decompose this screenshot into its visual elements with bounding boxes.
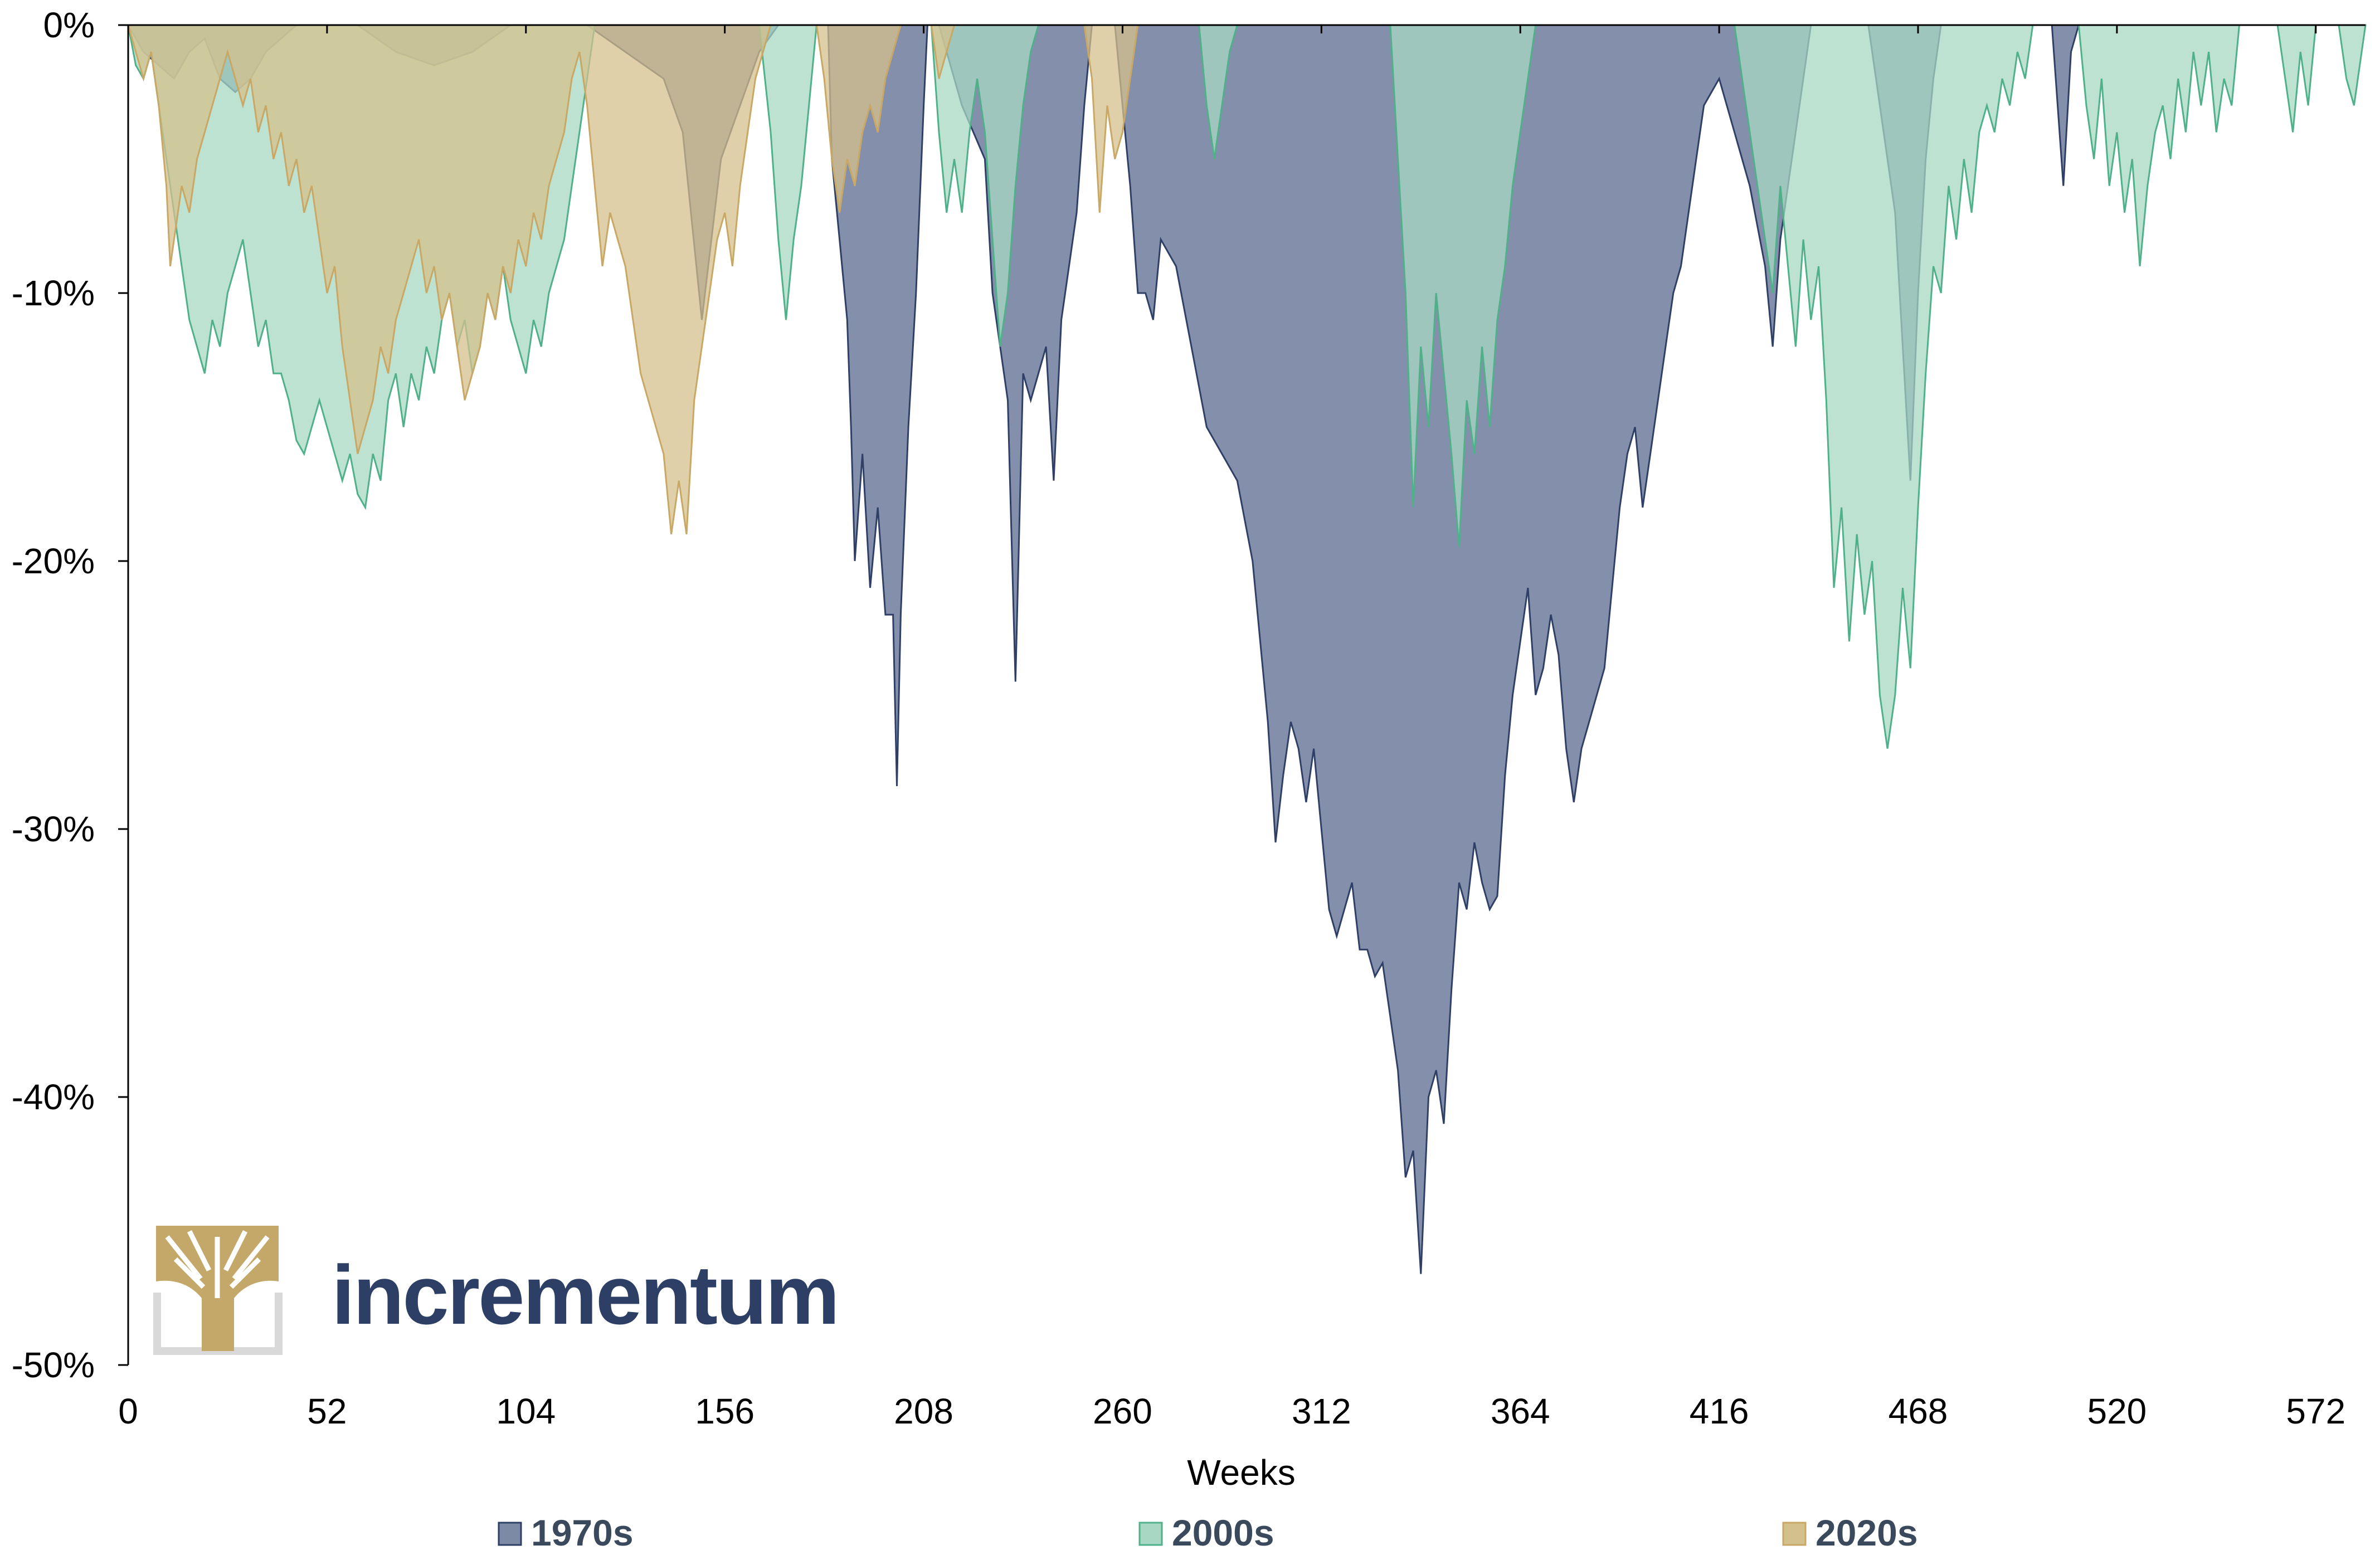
legend: 1970s 2000s 2020s [498,1512,1918,1553]
legend-label: 2000s [1172,1512,1274,1553]
x-tick-label: 312 [1292,1391,1351,1431]
x-tick-label: 364 [1491,1391,1550,1431]
y-tick-label: -40% [12,1077,95,1117]
series-layer [126,24,2367,1274]
x-axis-title: Weeks [1187,1452,1295,1493]
x-axis-ticks: 0 52 104 156 208 260 312 364 416 468 520 572 [118,25,2345,1431]
series-area-2020s [127,24,2366,535]
incrementum-logo: incrementum [153,1226,840,1355]
x-tick-label: 520 [2087,1391,2147,1431]
x-tick-label: 52 [307,1391,347,1431]
y-tick-label: -10% [12,273,95,313]
legend-item-1970s: 1970s [498,1512,634,1553]
y-tick-label: 0% [43,5,95,45]
legend-item-2020s: 2020s [1782,1512,1918,1553]
y-tick-label: -50% [12,1345,95,1385]
x-tick-label: 156 [695,1391,755,1431]
axes [127,24,2366,1365]
legend-swatch [498,1522,522,1546]
x-tick-label: 0 [118,1391,138,1431]
x-tick-label: 468 [1889,1391,1948,1431]
x-tick-label: 572 [2286,1391,2345,1431]
legend-item-2000s: 2000s [1138,1512,1274,1553]
y-tick-label: -30% [12,809,95,849]
x-tick-label: 260 [1093,1391,1152,1431]
legend-label: 1970s [531,1512,634,1553]
x-tick-label: 104 [496,1391,556,1431]
tree-icon [153,1226,283,1355]
legend-swatch [1782,1522,1807,1546]
legend-swatch [1138,1522,1163,1546]
y-tick-label: -20% [12,541,95,581]
legend-label: 2020s [1816,1512,1918,1553]
x-tick-label: 208 [894,1391,953,1431]
logo-text: incrementum [332,1248,838,1342]
y-axis-ticks: 0% -10% -20% -30% -40% -50% [12,5,128,1385]
x-tick-label: 416 [1690,1391,1749,1431]
